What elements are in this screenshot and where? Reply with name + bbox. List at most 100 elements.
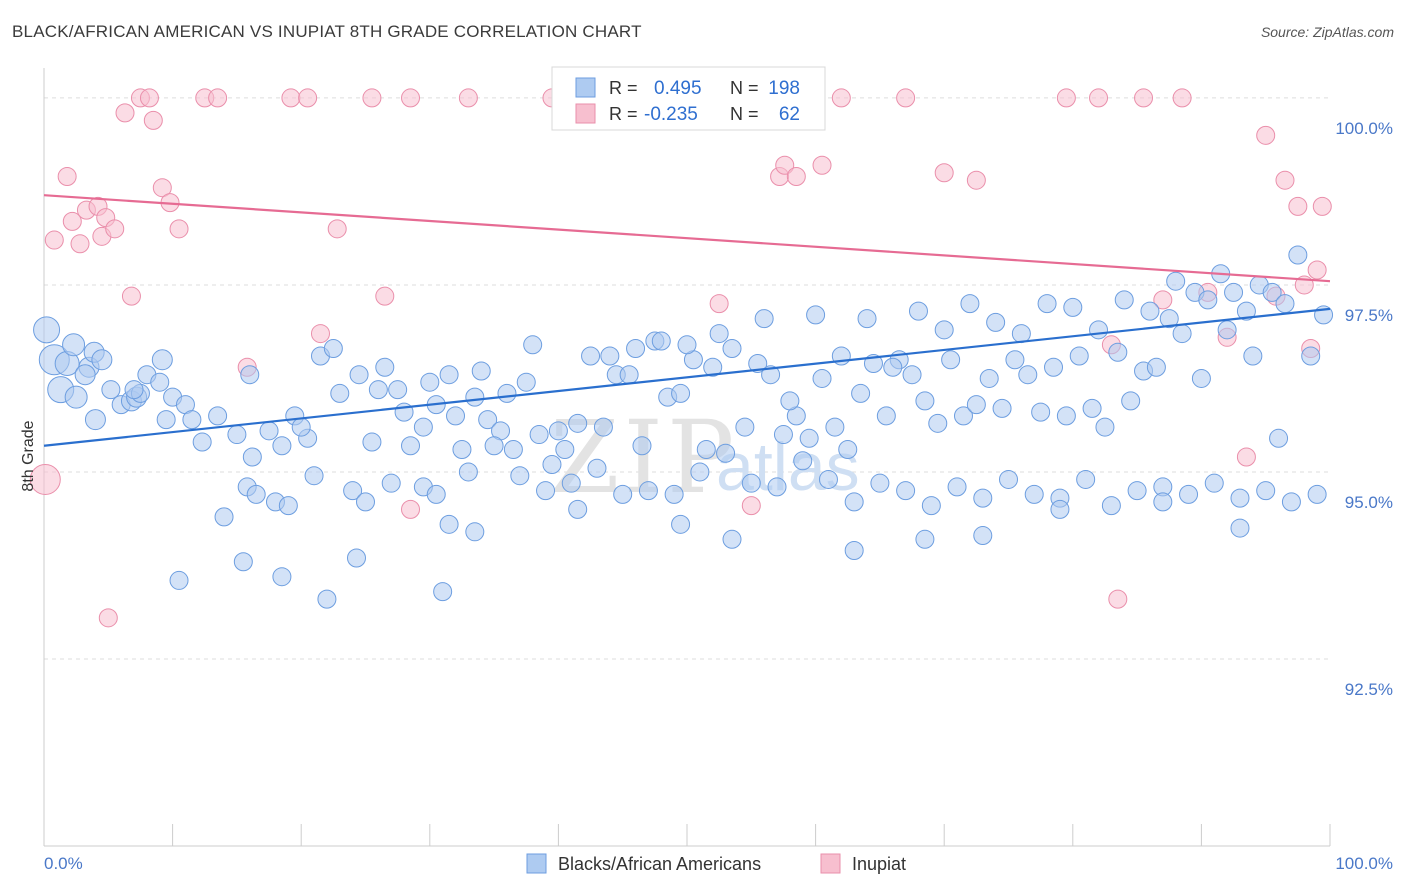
- black-african-american-point: [516, 372, 536, 392]
- black-african-american-point: [773, 425, 793, 445]
- black-african-american-point: [561, 473, 581, 493]
- black-african-american-point: [484, 436, 504, 456]
- black-african-american-point: [1114, 290, 1134, 310]
- black-african-american-point: [433, 582, 453, 602]
- stats-r-value-pink: -0.235: [644, 104, 698, 125]
- black-african-american-points: [33, 245, 1334, 609]
- black-african-american-point: [999, 469, 1018, 489]
- inupiat-point: [1089, 88, 1109, 108]
- inupiat-point: [121, 286, 141, 306]
- inupiat-point: [966, 170, 986, 190]
- black-african-american-point: [1024, 484, 1044, 504]
- black-african-american-point: [101, 380, 121, 400]
- black-african-american-point: [651, 331, 671, 351]
- black-african-american-point: [169, 570, 189, 590]
- black-african-american-point: [272, 567, 292, 587]
- black-african-american-point: [613, 484, 633, 504]
- black-african-american-point: [1082, 398, 1102, 418]
- black-african-american-point: [375, 357, 395, 377]
- black-african-american-point: [214, 507, 234, 527]
- grid-layer: [44, 97, 1330, 660]
- black-african-american-point: [799, 428, 819, 448]
- y-tick-labels: 92.5% 95.0% 97.5% 100.0%: [1335, 119, 1393, 699]
- inupiat-point: [1312, 196, 1332, 216]
- black-african-american-point: [1063, 297, 1083, 317]
- inupiat-point: [98, 608, 118, 628]
- black-african-american-point: [1172, 324, 1192, 344]
- black-african-american-point: [619, 365, 639, 385]
- black-african-american-point: [64, 385, 88, 409]
- bottom-legend: Blacks/African Americans Inupiat: [526, 853, 906, 874]
- black-african-american-point: [671, 383, 691, 403]
- black-african-american-point: [941, 350, 961, 370]
- legend-swatch-inupiat: [820, 853, 841, 874]
- stats-n-label-blue: N =: [730, 78, 759, 98]
- inupiat-point: [115, 103, 135, 123]
- black-african-american-point: [62, 333, 86, 357]
- inupiat-point: [1153, 290, 1173, 310]
- inupiat-point: [1307, 260, 1327, 280]
- black-african-american-point: [151, 349, 173, 371]
- black-african-american-point: [1307, 484, 1327, 504]
- black-african-american-point: [928, 413, 948, 433]
- inupiat-point: [1288, 196, 1308, 216]
- black-african-american-point: [1224, 282, 1244, 302]
- black-african-american-point: [664, 484, 684, 504]
- trend-line-blacks: [43, 307, 1331, 447]
- black-african-american-point: [1275, 294, 1295, 314]
- inupiat-point: [62, 211, 82, 231]
- inupiat-point: [786, 166, 806, 186]
- black-african-american-point: [857, 309, 877, 329]
- inupiat-point: [105, 219, 125, 239]
- black-african-american-point: [1044, 357, 1064, 377]
- stats-box-frame: [551, 66, 826, 131]
- black-african-american-point: [902, 365, 922, 385]
- black-african-american-point: [722, 339, 742, 359]
- black-african-american-point: [91, 349, 113, 371]
- black-african-american-point: [1217, 320, 1237, 340]
- inupiat-point: [1108, 589, 1128, 609]
- stats-swatch-blue: [575, 77, 596, 98]
- inupiat-point: [1256, 125, 1276, 145]
- black-african-american-point: [921, 496, 941, 516]
- y-tick-label: 92.5%: [1345, 680, 1393, 699]
- black-african-american-point: [458, 462, 478, 482]
- black-african-american-point: [542, 454, 562, 474]
- black-african-american-point: [626, 339, 646, 359]
- black-african-american-point: [1191, 368, 1211, 388]
- black-african-american-point: [1179, 484, 1199, 504]
- stats-r-label-pink: R =: [609, 104, 638, 124]
- inupiat-point: [831, 88, 851, 108]
- x-tick-label-min: 0.0%: [44, 854, 83, 873]
- black-african-american-point: [838, 440, 858, 460]
- black-african-american-point: [780, 391, 800, 411]
- inupiat-point: [401, 88, 421, 108]
- chart-title: BLACK/AFRICAN AMERICAN VS INUPIAT 8TH GR…: [12, 22, 642, 41]
- black-african-american-point: [420, 372, 440, 392]
- black-african-american-point: [1166, 271, 1186, 291]
- black-african-american-point: [84, 409, 106, 431]
- black-african-american-point: [401, 436, 421, 456]
- black-african-american-point: [233, 552, 253, 572]
- black-african-american-point: [934, 320, 954, 340]
- inupiat-point: [310, 324, 330, 344]
- inupiat-point: [401, 499, 421, 519]
- stats-legend-box: R = 0.495 N = 198 R = -0.235 N = 62: [551, 66, 826, 131]
- black-african-american-point: [227, 425, 247, 445]
- black-african-american-point: [966, 395, 986, 415]
- black-african-american-point: [761, 365, 781, 385]
- black-african-american-point: [677, 335, 697, 355]
- black-african-american-point: [716, 443, 736, 463]
- black-african-american-point: [381, 473, 401, 493]
- black-african-american-point: [246, 484, 266, 504]
- inupiat-point: [298, 88, 318, 108]
- inupiat-point: [1056, 88, 1076, 108]
- black-african-american-point: [709, 324, 729, 344]
- black-african-american-point: [356, 492, 375, 512]
- inupiat-point: [327, 219, 347, 239]
- black-african-american-point: [1076, 469, 1096, 489]
- chart-source: Source: ZipAtlas.com: [1260, 24, 1394, 40]
- black-african-american-point: [793, 451, 813, 471]
- black-african-american-point: [741, 473, 761, 493]
- black-african-american-point: [1230, 518, 1250, 538]
